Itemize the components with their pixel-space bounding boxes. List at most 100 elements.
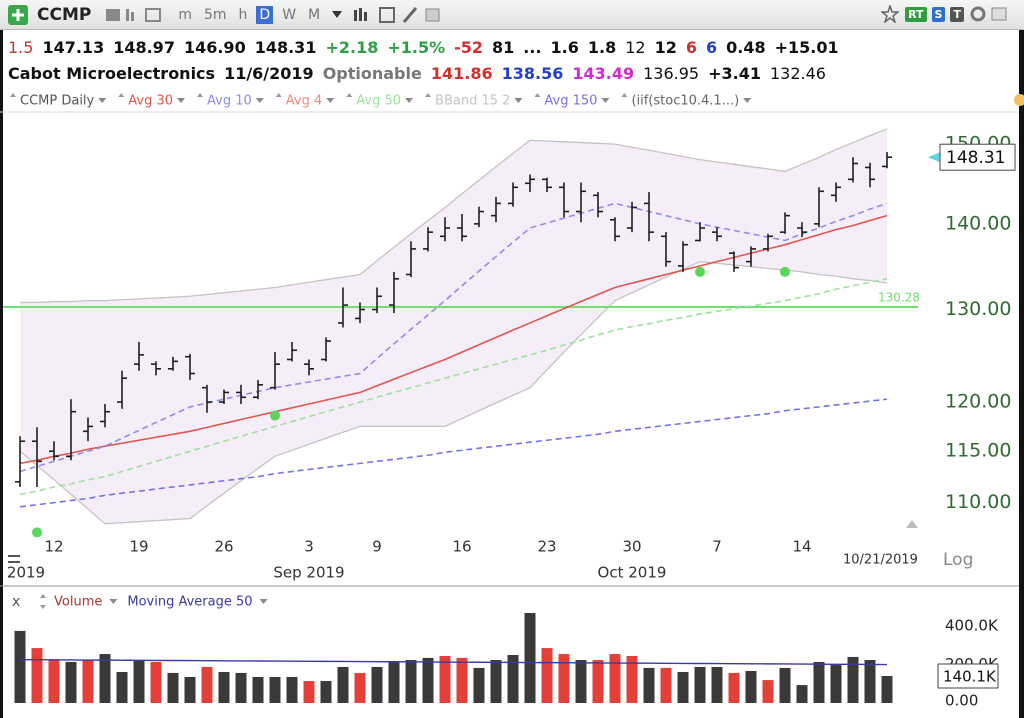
volume-box-label: 140.1K [943,668,997,686]
volume-bar [847,656,859,703]
edge-icon [1014,94,1024,106]
quote-item: 12 [654,38,677,57]
date-label: 10/21/2019 [843,553,918,568]
x-tick-label: 12 [44,538,63,556]
volume-bar [881,676,893,703]
tool-icons[interactable] [106,6,166,24]
timeframe[interactable]: 5m [203,6,227,23]
month-label: Sep 2019 [273,564,344,582]
quote-item: 11/6/2019 [224,64,314,83]
legend-item: Avg 50 [356,94,401,109]
volume-bar [218,671,230,703]
badges: RT S T [905,6,964,22]
volume-bar [745,671,757,703]
legend-dropdown [326,98,335,103]
legend-item: Moving Average 50 [127,595,252,610]
volume-bar [694,666,706,703]
badge[interactable]: T [950,6,964,22]
volume-bar [167,672,179,703]
badge[interactable]: S [931,6,946,22]
volume-bar [235,672,247,703]
volume-bar [303,681,315,703]
quote-item: 146.90 [183,38,246,57]
quote-item: 136.95 [643,64,700,83]
volume-bar [490,660,502,703]
bollinger-band-upper [20,128,888,304]
timeframe[interactable]: h [238,6,248,23]
quote-item: +15.01 [774,38,839,57]
volume-bar [660,667,672,703]
x-tick-label: 14 [792,538,811,556]
frame-right [1019,0,1024,718]
price-box [939,143,1016,171]
volume-bar [14,630,26,703]
quote-item: 148.97 [113,38,175,57]
volume-bar [643,667,655,703]
y-tick-label: 130.00 [945,298,1011,320]
quote-item: 132.46 [769,64,826,83]
legend-handle [118,93,125,97]
badge[interactable]: RT [905,6,927,22]
scale-label: Log [943,550,973,570]
signal-dot [780,266,790,277]
y-tick-label: 110.00 [945,491,1011,513]
volume-bar [116,671,128,703]
volume-bar [677,671,689,703]
quote-item: +1.5% [387,38,446,57]
timeframe[interactable]: D [256,5,274,24]
volume-bar [388,661,400,703]
add-symbol-icon[interactable] [8,4,28,25]
timeframe[interactable]: m [178,6,192,23]
quote-item: ... [523,38,542,57]
quote-row: 1.5 147.13 148.97 146.90 148.31 +2.18 +1.5% -52… [8,38,839,57]
volume-bar [796,685,808,703]
volume-bar [48,660,60,703]
timeframe[interactable]: W [282,6,297,23]
y-tick-label: 0.00 [945,692,978,710]
star-icon[interactable] [881,5,900,23]
volume-bar [728,672,740,703]
volume-bar [592,660,604,703]
horizontal-line-label: 130.28 [878,291,920,305]
quote-item: +2.18 [325,38,379,57]
settings-icons[interactable] [970,5,1010,23]
volume-bar [150,661,162,703]
volume-bar [184,676,196,703]
volume-bar [609,654,621,703]
legend-item: (iif(stoc10.4.1...) [631,94,739,109]
volume-bar [371,666,383,703]
signal-dot [32,527,42,538]
x-tick-label: 7 [712,538,722,556]
legend-handle [40,605,46,609]
quote-item: -52 [454,38,484,57]
volume-bar [439,655,451,703]
volume-bar [320,681,332,703]
legend-item: BBand 15 2 [435,94,510,109]
volume-bar [864,660,876,703]
moving-average-line [19,202,888,473]
volume-bar [133,660,145,703]
legend-dropdown [743,98,752,103]
legend-item: CCMP Daily [20,94,95,109]
volume-bar [422,657,434,703]
month-label: 2019 [7,564,45,582]
volume-bar [201,666,213,703]
tool-icons-2[interactable] [332,6,442,24]
legend-dropdown [601,98,610,103]
bollinger-band-lower [19,260,888,525]
x-tick-label: 16 [452,538,471,556]
timeframe[interactable]: M [308,6,321,23]
quote-item: 148.31 [254,38,317,57]
reset-icon [8,555,20,563]
quote-item: 1.5 [8,38,34,57]
y-tick-label: 400.0K [945,616,999,634]
volume-bar [830,665,842,703]
symbol[interactable]: CCMP [37,4,92,25]
legend-item: Avg 10 [207,94,252,109]
quote-item: 1.8 [587,38,617,57]
quote-item: 1.6 [550,38,579,57]
legend-dropdown [177,98,186,103]
x-tick-label: 23 [537,538,556,556]
legend-handle [10,93,16,97]
